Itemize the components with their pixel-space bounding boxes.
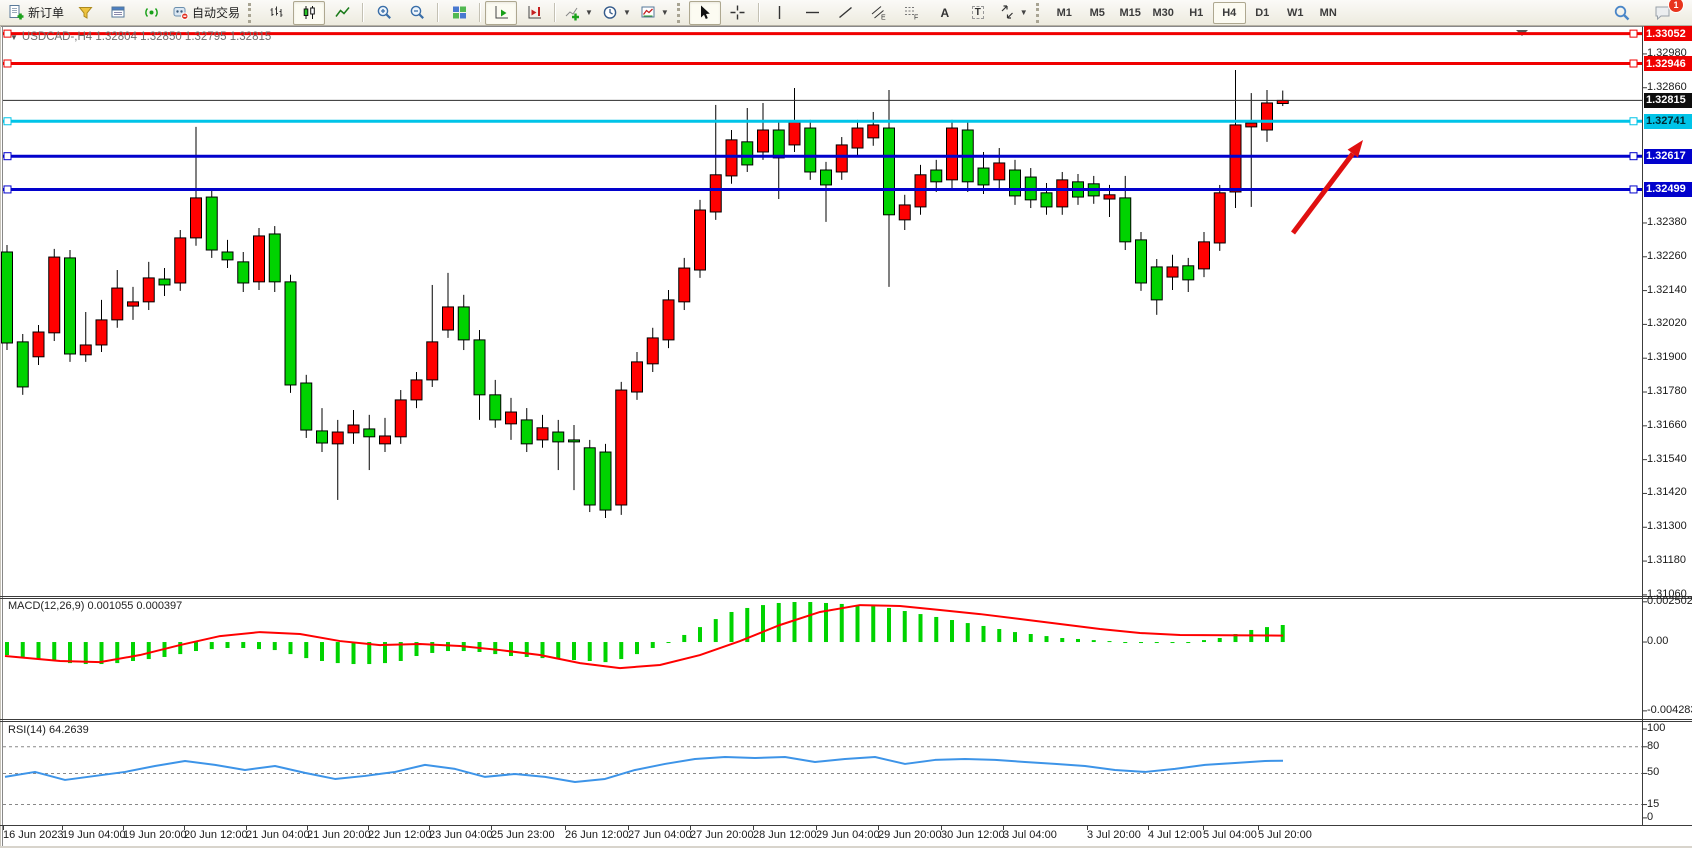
- tile-windows-button[interactable]: [443, 1, 475, 25]
- fibo-letter: F: [914, 15, 918, 22]
- autotrade-button[interactable]: 自动交易: [168, 1, 244, 25]
- toolbar-separator: [554, 3, 557, 22]
- timeframe-M15[interactable]: M15: [1119, 6, 1141, 19]
- line-chart-button[interactable]: [326, 1, 358, 25]
- toolbar-grip[interactable]: [676, 2, 683, 23]
- auto-scroll-icon: [495, 6, 508, 19]
- dropdown-caret-icon: ▼: [660, 8, 669, 17]
- timeframe-W1[interactable]: W1: [1286, 6, 1304, 19]
- timeframe-M1[interactable]: M1: [1056, 6, 1072, 19]
- fibonacci-icon: F: [905, 7, 919, 22]
- trendline-button[interactable]: [830, 1, 862, 25]
- dropdown-caret-icon: ▼: [585, 8, 593, 17]
- zoom-in-icon: [377, 5, 391, 19]
- toolbar-separator: [437, 3, 440, 22]
- label-tool-button[interactable]: T: [962, 1, 994, 25]
- autotrade-icon: [173, 7, 189, 20]
- toolbar-separator: [757, 3, 760, 22]
- toolbar-separator: [479, 3, 482, 22]
- zoom-in-button[interactable]: [368, 1, 400, 25]
- tile-windows-icon: [452, 6, 466, 19]
- timeframe-H4[interactable]: H4: [1212, 1, 1246, 24]
- equidistant-channel-button[interactable]: E: [863, 1, 895, 25]
- cursor-arrow-icon: [701, 5, 711, 19]
- vertical-line-button[interactable]: [764, 1, 796, 25]
- timeframe-M5[interactable]: M5: [1089, 6, 1105, 19]
- equidistant-channel-icon: E: [871, 6, 886, 22]
- market-watch-button[interactable]: [102, 1, 134, 25]
- signals-button[interactable]: [135, 1, 167, 25]
- timeframe-toolbar: M1 M5 M15 M30 H1 H4 D1 W1 MN: [1048, 1, 1345, 24]
- timeframe-D1[interactable]: D1: [1255, 6, 1270, 19]
- main-toolbar: 新订单 自动交易 ▼ ▼: [0, 0, 1692, 26]
- timeframe-H1[interactable]: H1: [1189, 6, 1204, 19]
- notification-badge: 1: [1668, 0, 1684, 13]
- chart-shift-button[interactable]: [518, 1, 550, 25]
- candlestick-chart-button[interactable]: [293, 0, 326, 25]
- timeframe-MN[interactable]: MN: [1319, 6, 1337, 19]
- toolbar-separator: [362, 3, 365, 22]
- line-chart-icon: [334, 7, 350, 17]
- dropdown-caret-icon: ▼: [622, 8, 631, 17]
- toolbar-grip[interactable]: [1035, 2, 1042, 23]
- profile-funnel-icon: [77, 7, 93, 19]
- cursor-button[interactable]: [688, 0, 721, 25]
- dropdown-caret-icon: ▼: [1019, 8, 1028, 17]
- bar-chart-icon: [270, 6, 283, 17]
- crosshair-button[interactable]: [722, 1, 754, 25]
- search-icon: [1614, 5, 1630, 20]
- indicators-icon: [565, 7, 580, 21]
- signals-icon: [144, 8, 158, 17]
- label-tool-icon: T: [971, 6, 984, 19]
- arrows-tool-button[interactable]: ▼: [995, 1, 1032, 25]
- autotrade-label: 自动交易: [192, 6, 241, 20]
- auto-scroll-button[interactable]: [485, 0, 518, 25]
- trendline-icon: [839, 6, 853, 19]
- new-order-button[interactable]: 新订单: [4, 1, 68, 25]
- rsi-panel[interactable]: [3, 721, 1642, 825]
- templates-button[interactable]: ▼: [636, 1, 673, 25]
- crosshair-icon: [730, 5, 745, 20]
- horizontal-line-icon: [806, 11, 820, 14]
- macd-panel[interactable]: [3, 598, 1642, 719]
- text-tool-icon: A: [940, 5, 950, 20]
- horizontal-line-button[interactable]: [797, 1, 829, 25]
- indicators-button[interactable]: ▼: [560, 1, 597, 25]
- zoom-out-button[interactable]: [401, 1, 433, 25]
- profiles-button[interactable]: [69, 1, 101, 25]
- chart-shift-icon: [528, 6, 541, 19]
- notifications-button[interactable]: 1: [1646, 0, 1684, 25]
- chart-plot-area[interactable]: [3, 28, 1642, 596]
- arrows-tool-icon: [1001, 5, 1013, 19]
- new-order-icon: [9, 5, 24, 20]
- toolbar-grip[interactable]: [248, 2, 254, 23]
- candlestick-chart-icon: [303, 6, 315, 19]
- new-order-label: 新订单: [28, 6, 65, 20]
- templates-icon: [641, 6, 655, 18]
- time-axis[interactable]: [0, 826, 1642, 846]
- periods-button[interactable]: ▼: [598, 1, 635, 25]
- channel-letter: E: [881, 15, 886, 22]
- text-tool-button[interactable]: A: [929, 1, 961, 25]
- search-button[interactable]: [1606, 1, 1638, 25]
- price-axis[interactable]: [1642, 28, 1692, 826]
- timeframe-M30[interactable]: M30: [1152, 6, 1174, 19]
- vertical-line-icon: [779, 6, 781, 19]
- zoom-out-icon: [410, 5, 424, 19]
- market-watch-icon: [111, 6, 125, 18]
- periods-clock-icon: [603, 6, 617, 19]
- fibonacci-button[interactable]: F: [896, 1, 928, 25]
- toolbar-right-tools: 1: [1606, 0, 1684, 25]
- bar-chart-button[interactable]: [260, 1, 292, 25]
